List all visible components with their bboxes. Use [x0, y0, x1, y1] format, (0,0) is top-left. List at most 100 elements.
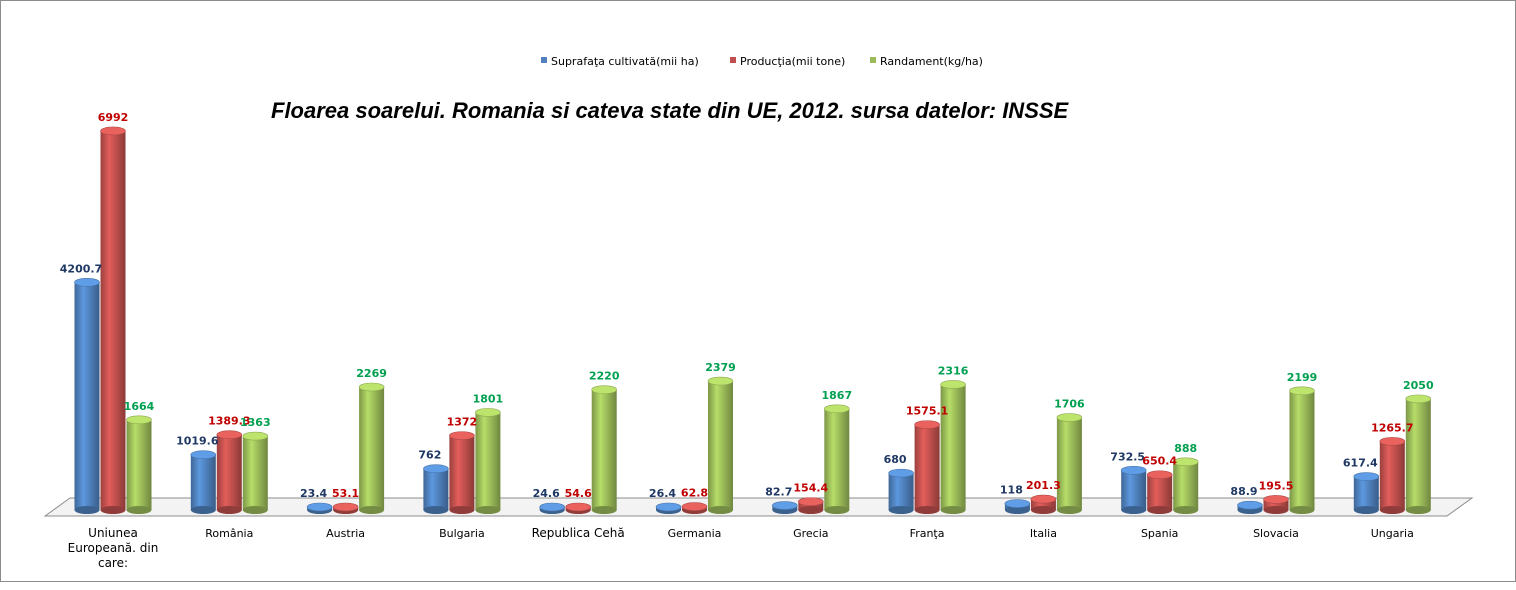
bar-republica-ceha-randament-kg-ha [591, 385, 618, 514]
data-label-germania-productia-mii-tone: 62.8 [681, 487, 708, 500]
bar-body [126, 419, 152, 510]
category-label-austria: Austria [326, 527, 365, 540]
bar-top [539, 502, 566, 512]
bar-base [1147, 506, 1173, 514]
data-label-italia-suprafata-cultivata-mii-ha: 118 [1000, 484, 1023, 497]
bar-body [190, 454, 216, 510]
bar-top [1120, 465, 1147, 475]
bar-top [1237, 500, 1263, 510]
bar-base [359, 506, 385, 514]
bar-body [914, 424, 940, 510]
bar-body [708, 381, 733, 510]
data-label-bulgaria-productia-mii-tone: 1372 [447, 416, 478, 429]
data-label-franta-randament-kg-ha: 2316 [938, 364, 969, 377]
bar-base [1173, 506, 1199, 514]
bar-ungaria-productia-mii-tone [1379, 437, 1406, 514]
bar-top [940, 380, 966, 389]
bar-top [100, 126, 126, 136]
data-label-bulgaria-suprafata-cultivata-mii-ha: 762 [418, 449, 441, 462]
bar-body [475, 412, 501, 510]
category-label-republica-ceha: Republica Cehă [532, 526, 625, 540]
bar-romania-suprafata-cultivata-mii-ha [190, 450, 217, 514]
bar-base [1263, 506, 1289, 514]
bar-top [190, 450, 217, 460]
bar-body [242, 436, 268, 510]
bar-top [1353, 472, 1380, 481]
data-label-grecia-suprafata-cultivata-mii-ha: 82.7 [765, 486, 792, 499]
bar-top [1146, 470, 1173, 480]
bar-germania-productia-mii-tone [681, 502, 708, 514]
bar-top [1030, 494, 1057, 504]
bar-base [74, 506, 100, 514]
legend-label: Randament(kg/ha) [880, 55, 983, 68]
bar-top [1379, 437, 1406, 446]
data-label-republica-ceha-suprafata-cultivata-mii-ha: 24.6 [533, 487, 560, 500]
legend-label: Producţia(mii tone) [740, 55, 845, 68]
bar-base [1379, 506, 1405, 514]
bar-body [940, 384, 966, 510]
bar-uniunea-europeana-din-care-randament-kg-ha [126, 415, 152, 514]
data-label-republica-ceha-randament-kg-ha: 2220 [589, 370, 620, 383]
legend-label: Suprafaţa cultivată(mii ha) [551, 55, 699, 68]
bar-austria-randament-kg-ha [358, 382, 385, 514]
bar-germania-randament-kg-ha [707, 376, 734, 514]
bar-top [242, 431, 269, 441]
bar-top [74, 277, 100, 287]
data-label-austria-randament-kg-ha: 2269 [356, 367, 387, 380]
bar-top [823, 404, 850, 414]
data-label-bulgaria-randament-kg-ha: 1801 [473, 392, 504, 405]
bar-body [888, 473, 914, 510]
data-label-spania-randament-kg-ha: 888 [1174, 442, 1197, 455]
data-label-ungaria-suprafata-cultivata-mii-ha: 617.4 [1343, 457, 1378, 470]
category-label-spania: Spania [1141, 527, 1178, 540]
chart-title: Floarea soarelui. Romania si cateva stat… [271, 98, 1070, 123]
bar-body [1173, 461, 1199, 510]
data-label-republica-ceha-productia-mii-tone: 54.6 [565, 487, 592, 500]
bar-top [475, 408, 501, 417]
bar-base [940, 506, 966, 514]
legend-swatch [541, 57, 547, 63]
bar-body [1147, 474, 1173, 510]
data-label-grecia-productia-mii-tone: 154.4 [793, 482, 828, 495]
chart-bars [74, 126, 1432, 514]
data-label-slovacia-productia-mii-tone: 195.5 [1259, 479, 1294, 492]
bar-grecia-randament-kg-ha [823, 404, 850, 514]
bar-franta-randament-kg-ha [940, 380, 966, 514]
bar-romania-productia-mii-tone [216, 430, 243, 514]
bar-top [1172, 457, 1199, 467]
bar-base [423, 506, 449, 514]
bar-republica-ceha-productia-mii-tone [565, 502, 592, 514]
bar-base [888, 506, 914, 514]
bar-body [591, 389, 617, 510]
bar-base [1289, 506, 1315, 514]
data-label-uniunea-europeana-din-care-randament-kg-ha: 1664 [124, 400, 155, 413]
bar-base [914, 506, 940, 514]
bar-top [1263, 495, 1289, 504]
legend-item-suprafata-cultivata-mii-ha: Suprafaţa cultivată(mii ha) [541, 55, 699, 68]
bar-base [1121, 506, 1147, 514]
data-label-romania-randament-kg-ha: 1363 [240, 416, 271, 429]
category-label-slovacia: Slovacia [1253, 527, 1299, 540]
category-label-franta: Franţa [910, 527, 945, 540]
bar-austria-productia-mii-tone [332, 502, 359, 514]
bar-top [126, 415, 152, 425]
bar-body [1263, 499, 1289, 510]
bar-base [449, 506, 475, 514]
bar-base [798, 506, 824, 514]
bar-slovacia-suprafata-cultivata-mii-ha [1237, 500, 1263, 514]
data-label-italia-randament-kg-ha: 1706 [1054, 398, 1085, 411]
data-label-spania-suprafata-cultivata-mii-ha: 732.5 [1110, 450, 1145, 463]
chart-category-labels: Uniunea Europeană. din care: România Austria… [68, 526, 1414, 570]
category-label-ungaria: Ungaria [1371, 527, 1414, 540]
bar-top [914, 420, 940, 429]
bar-franta-productia-mii-tone [914, 420, 940, 514]
bar-top [707, 376, 734, 386]
bar-base [126, 506, 152, 514]
bar-top [1289, 386, 1315, 396]
data-label-romania-suprafata-cultivata-mii-ha: 1019.6 [176, 435, 219, 448]
bar-ungaria-randament-kg-ha [1405, 394, 1432, 514]
category-label-bulgaria: Bulgaria [439, 527, 485, 540]
bar-body [824, 408, 850, 510]
bar-base [1004, 506, 1030, 514]
